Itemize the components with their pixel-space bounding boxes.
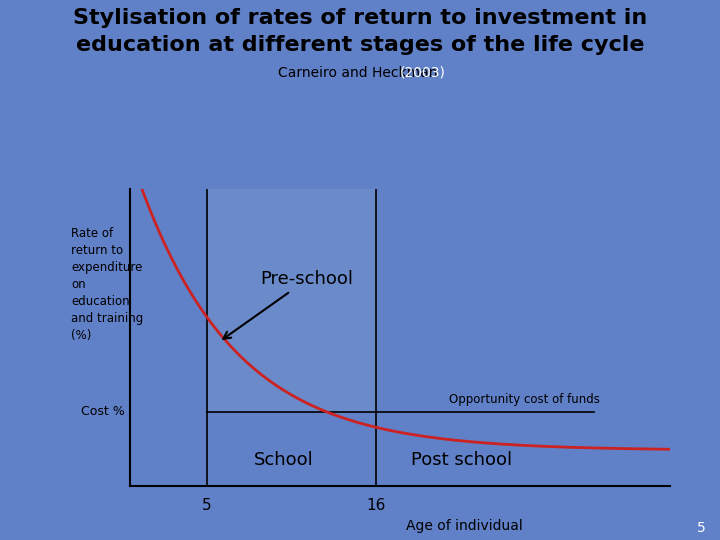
Text: Rate of
return to
expenditure
on
education
and training
(%): Rate of return to expenditure on educati… [71, 227, 143, 341]
Text: Pre-school: Pre-school [223, 271, 354, 339]
Text: Cost %: Cost % [81, 405, 125, 418]
Text: Age of individual: Age of individual [406, 518, 523, 532]
Bar [207, 189, 377, 411]
Text: 5: 5 [697, 521, 706, 535]
Text: Post school: Post school [410, 451, 512, 469]
Text: School: School [254, 451, 314, 469]
Text: 16: 16 [366, 498, 386, 513]
Text: Carneiro and Heckman: Carneiro and Heckman [278, 66, 442, 80]
Text: 5: 5 [202, 498, 212, 513]
Text: (2003): (2003) [400, 66, 446, 80]
Text: Stylisation of rates of return to investment in: Stylisation of rates of return to invest… [73, 8, 647, 28]
Text: education at different stages of the life cycle: education at different stages of the lif… [76, 35, 644, 55]
Text: Opportunity cost of funds: Opportunity cost of funds [449, 394, 599, 407]
